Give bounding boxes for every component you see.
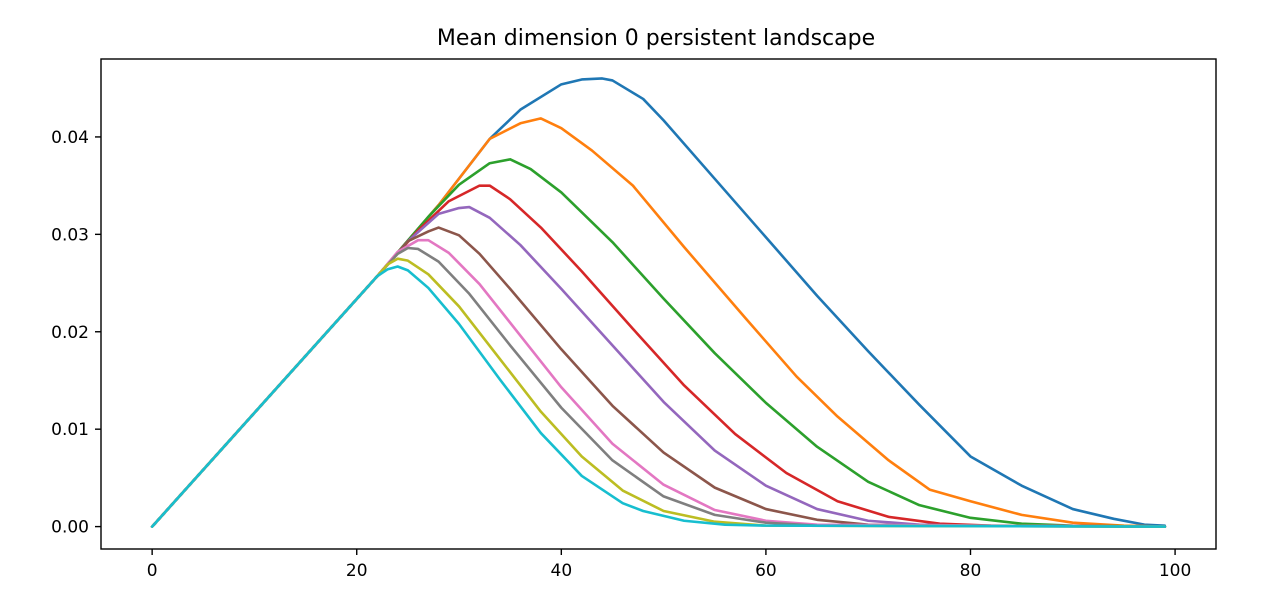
x-tick-label: 40 — [551, 561, 573, 581]
series-line-10 — [150, 265, 1167, 528]
x-tick-label: 80 — [960, 561, 982, 581]
x-tick-label: 100 — [1159, 561, 1191, 581]
series-line-8 — [150, 246, 1167, 528]
x-tick-label: 0 — [147, 561, 158, 581]
series-line-1 — [150, 77, 1167, 528]
x-tick-label: 60 — [755, 561, 777, 581]
series-line-4 — [150, 184, 1167, 528]
series-line-7 — [150, 238, 1167, 528]
x-axis-ticks: 0 20 40 60 80 100 — [147, 549, 1191, 581]
y-tick-label: 0.01 — [51, 420, 89, 440]
axes-frame — [100, 58, 1217, 550]
y-axis-ticks: 0.00 0.01 0.02 0.03 0.04 — [51, 128, 101, 538]
x-tick-label: 20 — [346, 561, 368, 581]
y-tick-label: 0.00 — [51, 518, 89, 538]
series-line-9 — [150, 257, 1167, 528]
y-tick-label: 0.04 — [51, 128, 89, 148]
y-tick-label: 0.02 — [51, 323, 89, 343]
series-line-3 — [150, 158, 1167, 528]
series-line-5 — [150, 205, 1167, 528]
chart-title: Mean dimension 0 persistent landscape — [437, 26, 875, 51]
series-group — [150, 77, 1167, 528]
y-tick-label: 0.03 — [51, 225, 89, 245]
series-line-2 — [150, 117, 1167, 528]
series-line-6 — [150, 226, 1167, 528]
